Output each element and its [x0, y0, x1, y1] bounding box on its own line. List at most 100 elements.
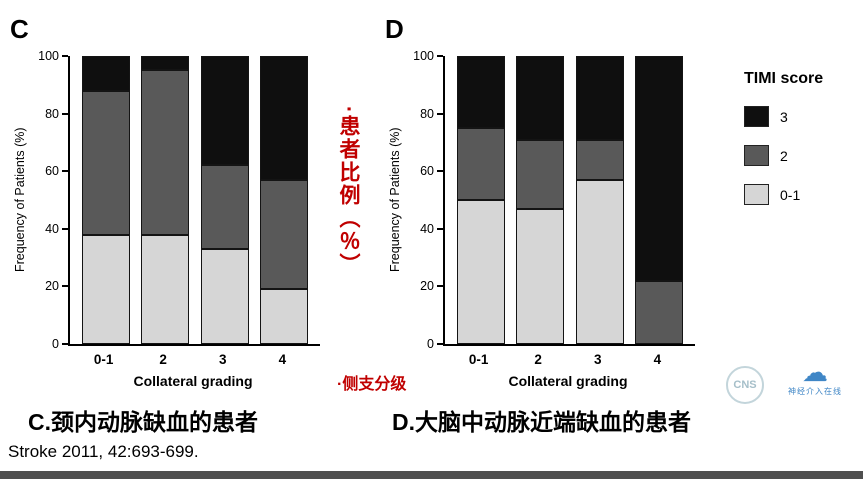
legend-item-3: 3 [744, 106, 823, 127]
legend-item-0-1: 0-1 [744, 184, 823, 205]
bar-segment-timi-0-1 [516, 208, 565, 344]
bar-segment-timi-2 [260, 179, 309, 290]
bar-segment-timi-3 [516, 56, 565, 140]
bars-container-d [445, 56, 695, 344]
y-tick-mark [437, 112, 443, 115]
stacked-bar-3 [200, 56, 249, 344]
y-tick-60: 60 [45, 164, 68, 178]
legend-label: 3 [780, 108, 788, 125]
y-axis-title-c: Frequency of Patients (%) [13, 127, 27, 273]
y-tick-mark [437, 343, 443, 345]
y-tick-mark [62, 170, 68, 173]
y-tick-0: 0 [52, 337, 68, 351]
legend-label: 2 [780, 147, 788, 164]
legend-swatch [744, 184, 769, 205]
cns-logo-text: CNS [733, 379, 757, 391]
bar-segment-timi-2 [456, 128, 505, 200]
bar-segment-timi-0-1 [456, 200, 505, 344]
legend: TIMI score 3 2 0-1 [744, 70, 823, 223]
y-tick-mark [62, 55, 68, 57]
legend-swatch [744, 106, 769, 127]
stacked-bar-2 [141, 56, 190, 344]
x-tick-label-4: 4 [278, 352, 287, 367]
cloud-logo: ☁ 神经介入在线 [772, 358, 858, 397]
x-tick-label-0-1: 0-1 [93, 352, 114, 367]
bar-segment-timi-3 [575, 56, 624, 140]
legend-title: TIMI score [744, 70, 824, 87]
x-tick-label-3: 3 [594, 352, 602, 367]
bar-segment-timi-3 [200, 56, 249, 166]
stacked-bar-0-1 [81, 56, 130, 344]
y-tick-label: 40 [45, 221, 59, 236]
y-tick-label: 20 [45, 279, 59, 294]
caption-panel-d: D.大脑中动脉近端缺血的患者 [392, 409, 691, 435]
y-tick-label: 80 [45, 106, 59, 121]
y-axis-ticks-d: 0 20 40 60 80 100 [405, 49, 443, 351]
reference-citation: Stroke 2011, 42:693-699. [8, 442, 199, 461]
watermark-text: 神经介入在线 [788, 387, 842, 396]
bar-segment-timi-2 [200, 165, 249, 249]
bar-segment-timi-2 [635, 280, 684, 344]
stacked-bar-3 [575, 56, 624, 344]
x-axis-tick-labels-c: 0-1 2 3 4 [68, 352, 318, 367]
x-tick-label-2: 2 [159, 352, 167, 367]
bar-segment-timi-2 [141, 70, 190, 235]
panel-label-d: D [385, 14, 404, 44]
y-tick-label: 40 [420, 221, 434, 236]
y-tick-mark [437, 55, 443, 57]
caption-panel-c: C.颈内动脉缺血的患者 [28, 409, 258, 435]
y-tick-label: 0 [427, 337, 434, 351]
bar-segment-timi-3 [456, 56, 505, 128]
stacked-bar-4 [635, 56, 684, 344]
bar-segment-timi-3 [81, 56, 130, 91]
bar-segment-timi-2 [516, 139, 565, 209]
bars-container-c [70, 56, 320, 344]
y-tick-40: 40 [420, 222, 443, 236]
stacked-bar-4 [260, 56, 309, 344]
y-tick-mark [62, 285, 68, 288]
y-tick-80: 80 [420, 107, 443, 121]
bar-segment-timi-3 [635, 56, 684, 281]
y-tick-20: 20 [420, 279, 443, 293]
y-tick-mark [437, 227, 443, 230]
bar-segment-timi-2 [81, 90, 130, 235]
cns-logo: CNS [726, 366, 764, 404]
bar-segment-timi-0-1 [141, 234, 190, 344]
y-tick-label: 60 [45, 164, 59, 179]
y-tick-mark [437, 285, 443, 288]
panel-label-c: C [10, 14, 29, 44]
y-tick-100: 100 [413, 49, 443, 63]
y-tick-label: 60 [420, 164, 434, 179]
cloud-icon: ☁ [802, 357, 828, 387]
y-tick-80: 80 [45, 107, 68, 121]
legend-item-2: 2 [744, 145, 823, 166]
stacked-bar-2 [516, 56, 565, 344]
annotation-x-axis-chinese: ·侧支分级 [337, 376, 407, 393]
stacked-bar-0-1 [456, 56, 505, 344]
y-tick-20: 20 [45, 279, 68, 293]
x-tick-label-4: 4 [653, 352, 662, 367]
legend-swatch [744, 145, 769, 166]
y-tick-mark [62, 227, 68, 230]
legend-label: 0-1 [780, 186, 801, 203]
chart-panel-d: D Frequency of Patients (%) 0 20 40 60 80 100… [383, 14, 718, 399]
bar-segment-timi-0-1 [81, 234, 130, 344]
legend-items: 3 2 0-1 [744, 106, 823, 205]
x-tick-label-0-1: 0-1 [468, 352, 489, 367]
bar-segment-timi-3 [260, 56, 309, 180]
x-axis-title-d: Collateral grading [508, 373, 628, 389]
y-tick-label: 0 [52, 337, 59, 351]
plot-area-c [68, 56, 320, 346]
chart-panel-c: C Frequency of Patients (%) 0 20 40 60 80 100… [8, 14, 343, 399]
plot-area-d [443, 56, 695, 346]
bar-segment-timi-0-1 [200, 248, 249, 344]
bar-segment-timi-0-1 [260, 289, 309, 344]
x-tick-label-3: 3 [219, 352, 227, 367]
y-tick-0: 0 [427, 337, 443, 351]
x-tick-label-2: 2 [534, 352, 542, 367]
y-tick-mark [62, 112, 68, 115]
bottom-strip [0, 471, 863, 479]
annotation-y-axis-chinese: ·患者比例（％） [337, 106, 360, 276]
y-tick-mark [62, 343, 68, 345]
